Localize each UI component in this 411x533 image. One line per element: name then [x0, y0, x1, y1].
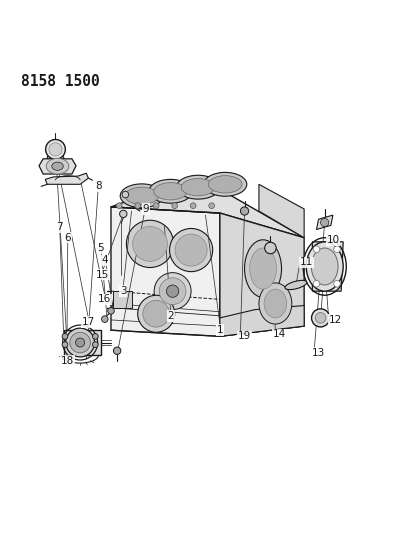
Circle shape	[46, 140, 65, 159]
Text: 19: 19	[238, 332, 251, 341]
Ellipse shape	[312, 248, 338, 285]
Ellipse shape	[259, 283, 292, 324]
Ellipse shape	[76, 338, 85, 347]
Ellipse shape	[138, 295, 175, 332]
Text: 10: 10	[326, 235, 339, 245]
Circle shape	[49, 143, 62, 156]
Ellipse shape	[169, 229, 213, 272]
Polygon shape	[111, 176, 304, 238]
Ellipse shape	[143, 301, 169, 327]
Text: 17: 17	[82, 317, 95, 327]
Ellipse shape	[166, 285, 179, 297]
Ellipse shape	[125, 187, 159, 205]
Circle shape	[113, 347, 121, 354]
Polygon shape	[259, 184, 304, 238]
Ellipse shape	[306, 242, 343, 291]
Ellipse shape	[126, 220, 173, 268]
Text: 1: 1	[217, 325, 223, 335]
Circle shape	[62, 342, 68, 348]
Circle shape	[209, 203, 215, 208]
Text: 16: 16	[98, 294, 111, 304]
Ellipse shape	[154, 273, 191, 310]
Text: 15: 15	[96, 270, 109, 280]
Circle shape	[92, 342, 98, 348]
Circle shape	[334, 246, 340, 253]
Ellipse shape	[203, 172, 247, 196]
Circle shape	[240, 207, 249, 215]
Text: 5: 5	[97, 243, 104, 253]
Ellipse shape	[175, 234, 207, 266]
Text: 11: 11	[300, 257, 313, 268]
Text: 13: 13	[312, 348, 325, 358]
Ellipse shape	[66, 328, 95, 357]
Ellipse shape	[149, 180, 192, 203]
Ellipse shape	[52, 162, 63, 171]
Text: 3: 3	[120, 286, 127, 296]
Circle shape	[313, 246, 320, 253]
Text: 6: 6	[65, 233, 71, 243]
Polygon shape	[220, 213, 304, 336]
Text: 2: 2	[167, 311, 174, 321]
Circle shape	[190, 203, 196, 208]
Ellipse shape	[120, 184, 163, 208]
Ellipse shape	[208, 176, 242, 193]
Circle shape	[62, 334, 68, 339]
Ellipse shape	[181, 179, 215, 196]
Circle shape	[120, 210, 127, 217]
Ellipse shape	[245, 240, 282, 297]
Ellipse shape	[132, 227, 168, 261]
Ellipse shape	[70, 332, 90, 353]
Text: 18: 18	[61, 356, 74, 366]
Circle shape	[116, 203, 122, 208]
Circle shape	[108, 308, 114, 314]
Circle shape	[92, 334, 98, 339]
Circle shape	[102, 316, 108, 322]
Ellipse shape	[154, 183, 187, 200]
Circle shape	[172, 203, 178, 208]
Ellipse shape	[159, 278, 186, 304]
Polygon shape	[64, 330, 101, 355]
Ellipse shape	[264, 289, 287, 318]
Ellipse shape	[46, 158, 69, 174]
Text: 9: 9	[143, 204, 149, 214]
Text: 14: 14	[273, 329, 286, 340]
Polygon shape	[111, 207, 220, 336]
Circle shape	[321, 219, 329, 227]
Text: 12: 12	[328, 315, 342, 325]
Circle shape	[312, 309, 330, 327]
Polygon shape	[220, 305, 304, 336]
Text: 7: 7	[56, 222, 63, 232]
Circle shape	[153, 203, 159, 208]
Circle shape	[315, 312, 326, 323]
Polygon shape	[312, 242, 343, 291]
Ellipse shape	[249, 248, 276, 289]
Polygon shape	[39, 159, 76, 174]
Polygon shape	[113, 291, 132, 308]
Text: 4: 4	[102, 255, 108, 265]
Ellipse shape	[47, 154, 64, 161]
Circle shape	[313, 280, 320, 287]
Polygon shape	[316, 215, 333, 230]
Text: 8: 8	[95, 181, 102, 191]
Ellipse shape	[177, 175, 219, 199]
Circle shape	[334, 280, 340, 287]
Circle shape	[265, 243, 276, 254]
Polygon shape	[45, 173, 88, 184]
Ellipse shape	[285, 280, 307, 289]
Circle shape	[122, 191, 129, 198]
Circle shape	[135, 203, 141, 208]
Text: 8158 1500: 8158 1500	[21, 74, 99, 89]
